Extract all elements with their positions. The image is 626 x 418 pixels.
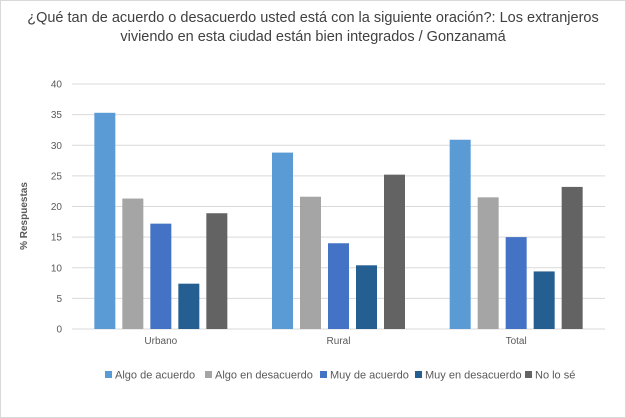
bar-urbano-5	[206, 213, 228, 329]
legend-swatch-2	[205, 371, 212, 378]
legend: Algo de acuerdo Algo en desacuerdo Muy de …	[105, 370, 575, 382]
x-category-label-total: Total	[506, 336, 527, 347]
y-tick-label-20: 20	[51, 202, 63, 213]
chart-title: ¿Qué tan de acuerdo o desacuerdo usted e…	[27, 10, 599, 45]
y-tick-label-40: 40	[51, 80, 63, 91]
y-axis-label: % Respuestas	[19, 182, 30, 250]
legend-label-5: No lo sé	[535, 370, 575, 382]
legend-label-4: Muy en desacuerdo	[425, 370, 522, 382]
y-tick-label-10: 10	[51, 263, 63, 274]
x-category-label-urbano: Urbano	[144, 336, 177, 347]
bar-rural-3	[328, 243, 349, 329]
bar-total-3	[505, 237, 527, 329]
bar-total-2	[477, 197, 499, 329]
y-tick-label-5: 5	[56, 294, 62, 305]
bar-total-5	[561, 186, 583, 329]
y-tick-label-30: 30	[51, 141, 63, 152]
x-category-label-rural: Rural	[327, 336, 351, 347]
bar-rural-2	[300, 196, 321, 329]
y-tick-label-35: 35	[51, 110, 63, 121]
legend-swatch-3	[320, 371, 327, 378]
bar-rural-4	[356, 265, 377, 329]
y-tick-label-15: 15	[51, 233, 63, 244]
bar-urbano-2	[122, 198, 144, 329]
legend-swatch-1	[105, 371, 112, 378]
bars	[94, 112, 583, 329]
bar-rural-1	[272, 152, 293, 329]
category-labels: Urbano Rural Total	[144, 336, 526, 347]
bar-total-4	[533, 271, 555, 329]
y-axis-ticks: 0 5 10 15 20 25 30 35 40	[51, 80, 63, 336]
y-tick-label-25: 25	[51, 171, 63, 182]
legend-swatch-5	[525, 371, 532, 378]
y-tick-label-0: 0	[56, 325, 62, 336]
bar-urbano-1	[94, 112, 116, 329]
legend-swatch-4	[415, 371, 422, 378]
legend-label-2: Algo en desacuerdo	[215, 370, 313, 382]
bar-rural-5	[384, 174, 405, 329]
legend-label-3: Muy de acuerdo	[330, 370, 409, 382]
bar-total-1	[449, 139, 471, 329]
bar-urbano-3	[150, 223, 172, 329]
legend-label-1: Algo de acuerdo	[115, 370, 195, 382]
bar-urbano-4	[178, 283, 200, 329]
